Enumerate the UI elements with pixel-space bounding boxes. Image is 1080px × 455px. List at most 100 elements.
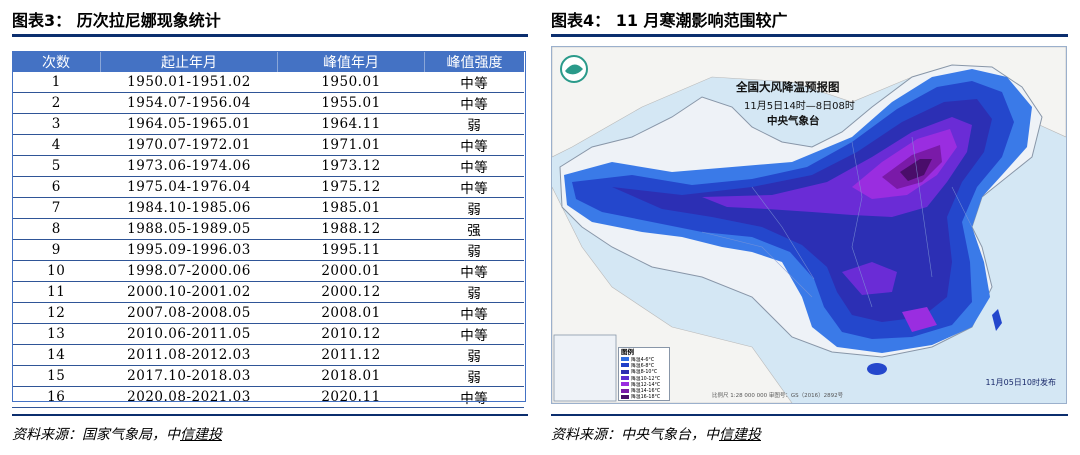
legend-title: 图例 xyxy=(621,348,634,356)
legend-label: 降温10-12°C xyxy=(631,376,661,382)
legend-label: 降温4-6°C xyxy=(631,357,655,363)
cell-count: 12 xyxy=(12,302,101,324)
table-row: 3 1964.05-1965.01 1964.11 弱 xyxy=(12,113,524,135)
legend-swatch xyxy=(621,376,629,381)
cell-period: 2007.08-2008.05 xyxy=(100,302,278,324)
cell-peak-strength: 中等 xyxy=(424,386,524,408)
cell-peak-month: 1950.01 xyxy=(277,72,425,93)
map-period: 11月5日14时—8日08时 xyxy=(744,101,855,112)
cell-peak-month: 1971.01 xyxy=(277,134,425,156)
cell-count: 16 xyxy=(12,386,101,408)
legend-item: 降温16-18°C xyxy=(621,394,667,400)
source-text: 资料来源：国家气象局，中 xyxy=(12,427,180,443)
cell-peak-strength: 弱 xyxy=(424,113,524,135)
source-link-right[interactable]: 信建投 xyxy=(719,427,761,443)
la-nina-table: 次数 起止年月 峰值年月 峰值强度 1 1950.01-1951.02 1950.0… xyxy=(12,52,524,408)
legend-label: 降温6-8°C xyxy=(631,363,655,369)
title-divider xyxy=(12,34,528,37)
china-map-graphic xyxy=(552,47,1066,403)
cell-period: 2020.08-2021.03 xyxy=(100,386,278,408)
table-row: 13 2010.06-2011.05 2010.12 中等 xyxy=(12,323,524,345)
legend-item: 降温6-8°C xyxy=(621,362,667,369)
table-row: 8 1988.05-1989.05 1988.12 强 xyxy=(12,218,524,240)
cell-peak-strength: 弱 xyxy=(424,197,524,219)
figure4-title: 图表4： 11 月寒潮影响范围较广 xyxy=(551,11,788,30)
cold-wave-map: 全国大风降温预报图 11月5日14时—8日08时 中央气象台 图例 降温4-6°… xyxy=(551,46,1067,404)
legend-swatch xyxy=(621,357,629,362)
cell-period: 2011.08-2012.03 xyxy=(100,344,278,366)
cell-period: 2010.06-2011.05 xyxy=(100,323,278,345)
table-row: 15 2017.10-2018.03 2018.01 弱 xyxy=(12,365,524,387)
cell-peak-month: 2011.12 xyxy=(277,344,425,366)
release-note: 11月05日10时发布 xyxy=(985,378,1056,387)
table-row: 16 2020.08-2021.03 2020.11 中等 xyxy=(12,386,524,408)
col-header-period: 起止年月 xyxy=(100,52,278,72)
title-divider-right xyxy=(551,34,1068,37)
legend-label: 降温14-16°C xyxy=(631,389,661,395)
cell-period: 1975.04-1976.04 xyxy=(100,176,278,198)
cell-peak-strength: 弱 xyxy=(424,239,524,261)
legend-item: 降温12-14°C xyxy=(621,381,667,388)
cell-count: 14 xyxy=(12,344,101,366)
figure3-title: 图表3： 历次拉尼娜现象统计 xyxy=(12,11,221,30)
cell-count: 3 xyxy=(12,113,101,135)
cell-count: 13 xyxy=(12,323,101,345)
cell-count: 9 xyxy=(12,239,101,261)
cell-peak-month: 1985.01 xyxy=(277,197,425,219)
legend-label: 降温8-10°C xyxy=(631,370,658,376)
cell-count: 7 xyxy=(12,197,101,219)
table-row: 9 1995.09-1996.03 1995.11 弱 xyxy=(12,239,524,261)
table-row: 11 2000.10-2001.02 2000.12 弱 xyxy=(12,281,524,303)
legend-swatch xyxy=(621,369,629,374)
col-header-peak-strength: 峰值强度 xyxy=(424,52,524,72)
table-row: 6 1975.04-1976.04 1975.12 中等 xyxy=(12,176,524,198)
cell-peak-month: 2010.12 xyxy=(277,323,425,345)
cell-peak-strength: 弱 xyxy=(424,281,524,303)
cell-peak-month: 1973.12 xyxy=(277,155,425,177)
legend-item: 降温14-16°C xyxy=(621,387,667,395)
legend-item: 降温10-12°C xyxy=(621,375,667,382)
source-note-right: 资料来源：中央气象台，中信建投 xyxy=(551,424,761,444)
cell-peak-strength: 中等 xyxy=(424,155,524,177)
legend-item: 降温4-6°C xyxy=(621,356,667,363)
cell-period: 1995.09-1996.03 xyxy=(100,239,278,261)
cell-peak-strength: 中等 xyxy=(424,176,524,198)
table-row: 14 2011.08-2012.03 2011.12 弱 xyxy=(12,344,524,366)
cell-peak-month: 2020.11 xyxy=(277,386,425,408)
legend-swatch xyxy=(621,363,629,368)
source-link[interactable]: 信建投 xyxy=(180,427,222,443)
cell-peak-month: 1964.11 xyxy=(277,113,425,135)
table-row: 4 1970.07-1972.01 1971.01 中等 xyxy=(12,134,524,156)
cell-peak-strength: 中等 xyxy=(424,323,524,345)
cell-peak-month: 1988.12 xyxy=(277,218,425,240)
legend-item: 降温8-10°C xyxy=(621,369,667,375)
cell-peak-month: 2000.12 xyxy=(277,281,425,303)
cell-period: 2017.10-2018.03 xyxy=(100,365,278,387)
cell-count: 15 xyxy=(12,365,101,387)
map-title: 全国大风降温预报图 xyxy=(736,80,840,94)
table-row: 7 1984.10-1985.06 1985.01 弱 xyxy=(12,197,524,219)
source-note: 资料来源：国家气象局，中信建投 xyxy=(12,424,222,444)
cell-period: 1950.01-1951.02 xyxy=(100,72,278,93)
table-row: 1 1950.01-1951.02 1950.01 中等 xyxy=(12,72,524,93)
map-issuer: 中央气象台 xyxy=(767,115,820,127)
cell-peak-strength: 中等 xyxy=(424,302,524,324)
cell-peak-strength: 弱 xyxy=(424,365,524,387)
cell-count: 2 xyxy=(12,92,101,114)
cell-period: 1954.07-1956.04 xyxy=(100,92,278,114)
map-legend: 图例 降温4-6°C 降温6-8°C 降温8-10°C 降温10-12°C 降温12-1… xyxy=(618,347,670,401)
col-header-peak-month: 峰值年月 xyxy=(277,52,425,72)
cell-peak-month: 2018.01 xyxy=(277,365,425,387)
cell-period: 1964.05-1965.01 xyxy=(100,113,278,135)
cell-peak-month: 2008.01 xyxy=(277,302,425,324)
table-row: 10 1998.07-2000.06 2000.01 中等 xyxy=(12,260,524,282)
cell-period: 1998.07-2000.06 xyxy=(100,260,278,282)
legend-swatch xyxy=(621,394,629,399)
cell-peak-strength: 弱 xyxy=(424,344,524,366)
table-header-row: 次数 起止年月 峰值年月 峰值强度 xyxy=(12,52,524,72)
cell-period: 1984.10-1985.06 xyxy=(100,197,278,219)
legend-label: 降温12-14°C xyxy=(631,382,661,388)
cell-count: 10 xyxy=(12,260,101,282)
source-divider-right xyxy=(551,414,1068,416)
source-text-right: 资料来源：中央气象台，中 xyxy=(551,427,719,443)
